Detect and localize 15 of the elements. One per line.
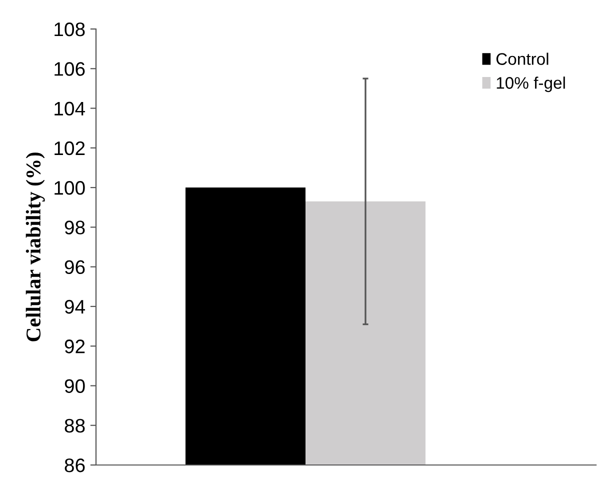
y-tick-label: 92	[64, 340, 85, 354]
y-tick-label: 104	[54, 102, 86, 116]
y-tick-label: 94	[64, 300, 86, 314]
y-tick-label: 98	[64, 220, 85, 234]
y-tick-label: 108	[54, 22, 85, 36]
y-tick-label: 86	[64, 458, 85, 472]
legend-label: Control	[496, 52, 548, 65]
y-tick-label: 96	[64, 260, 85, 274]
y-tick-label: 102	[54, 141, 85, 156]
y-tick-label: 90	[64, 379, 85, 393]
y-axis-title: Cellular viability (%)	[26, 152, 45, 342]
y-tick-label: 106	[54, 62, 85, 76]
legend-label: 10% f-gel	[496, 76, 565, 92]
y-tick-label: 88	[64, 418, 85, 433]
y-tick-label: 100	[54, 181, 85, 195]
